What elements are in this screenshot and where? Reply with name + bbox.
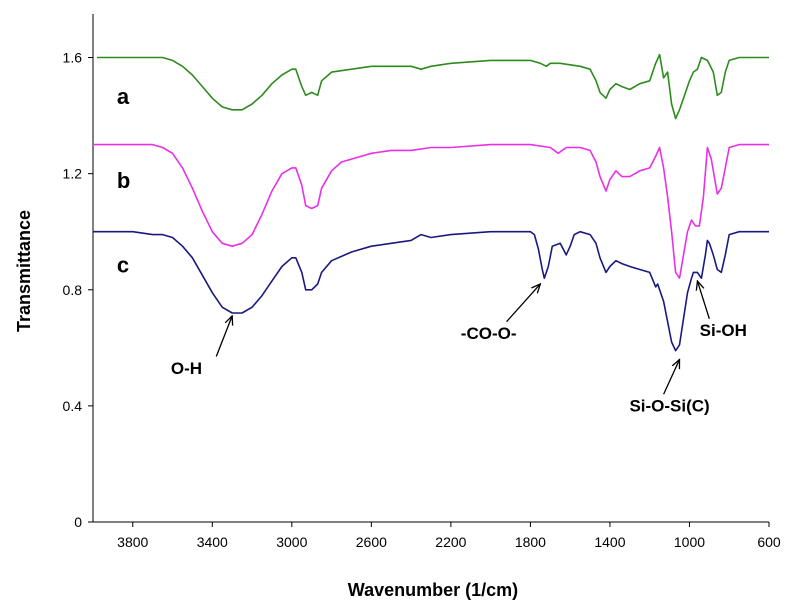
x-axis-title: Wavenumber (1/cm) [348,580,518,600]
series-line-a [97,53,769,120]
x-tick-label: 3400 [197,534,228,550]
annotation-label: Si-OH [700,321,747,340]
x-tick-label: 3800 [117,534,148,550]
series-label-a: a [117,84,130,109]
axes: 0 0.4 0.8 1.2 1.6 3800 3400 3000 2600 2200 1800 140… [63,14,781,550]
y-tick-label: 1.6 [63,50,83,66]
annotation-arrow [697,281,710,319]
series-layer [93,53,769,352]
annotation-arrow [663,359,680,395]
series-line-b [93,143,769,279]
x-tick-label: 2200 [435,534,466,550]
y-tick-label: 1.2 [63,166,83,182]
y-tick-label: 0.4 [63,398,83,414]
annotation-label: Si-O-Si(C) [629,397,709,416]
y-tick-label: 0.8 [63,282,83,298]
x-tick-label: 600 [757,534,781,550]
annotation-label: -CO-O- [461,324,517,343]
y-axis-title: Transmittance [14,210,34,332]
x-tick-label: 1400 [594,534,625,550]
x-tick-label: 1800 [515,534,546,550]
x-tick-label: 2600 [356,534,387,550]
y-tick-label: 0 [74,514,82,530]
series-line-c [93,230,769,352]
annotation-label: O-H [171,359,202,378]
annotation-arrow [215,316,232,357]
label-layer: a b c O-H -CO-O- Si-O-Si(C) Si-OH [117,84,747,416]
series-label-c: c [117,252,129,277]
annotation-arrow [506,284,541,323]
x-tick-label: 3000 [276,534,307,550]
series-label-b: b [117,168,130,193]
x-tick-label: 1000 [674,534,705,550]
